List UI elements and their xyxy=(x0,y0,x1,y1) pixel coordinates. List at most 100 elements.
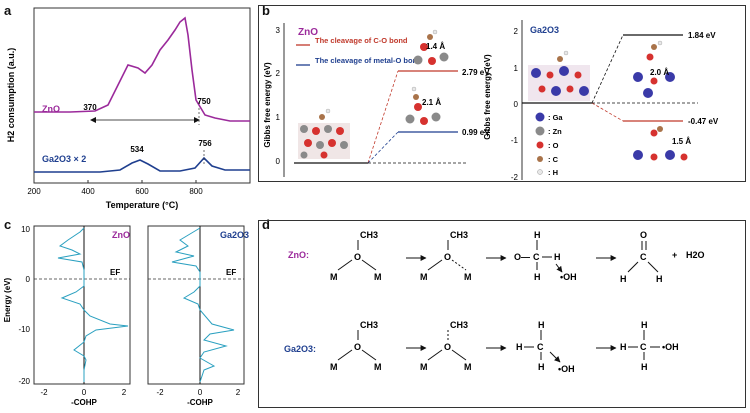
atom-legend-o: : O xyxy=(548,141,559,150)
svg-text:M: M xyxy=(330,362,338,372)
atom-legend-ga: : Ga xyxy=(548,113,563,122)
svg-text:O: O xyxy=(354,342,361,352)
svg-text:O: O xyxy=(640,230,647,240)
c-zno-ef: EF xyxy=(110,268,120,277)
b-ytick: 0 xyxy=(514,100,519,109)
c-zno-title: ZnO xyxy=(112,230,130,240)
zno-curve xyxy=(34,16,250,122)
zno-label: ZnO xyxy=(42,104,60,114)
svg-text:M: M xyxy=(420,272,428,282)
x-ticks: 200 400 600 800 xyxy=(27,180,203,196)
zno-co-path xyxy=(367,70,399,164)
c-ytick: -10 xyxy=(18,325,30,334)
d-ga-step1: CH3 O M M xyxy=(330,320,382,372)
d-ga-step2: CH3 O M M xyxy=(420,320,472,372)
c-ga-title: Ga2O3 xyxy=(220,230,249,240)
x-axis-label: Temperature (°C) xyxy=(106,200,178,210)
zno-e-mo: 0.99 eV xyxy=(462,128,490,137)
svg-text:M: M xyxy=(374,362,382,372)
svg-text:C: C xyxy=(640,342,647,352)
b-ga-title: Ga2O3 xyxy=(530,25,559,35)
svg-text:H: H xyxy=(516,342,523,352)
d-zno-step3: H O— C H H •OH xyxy=(514,230,577,282)
panel-d-frame xyxy=(258,220,746,408)
c-x-label-left: -COHP xyxy=(71,398,97,407)
x-tick: 800 xyxy=(189,187,203,196)
svg-text:O: O xyxy=(444,342,451,352)
svg-text:CH3: CH3 xyxy=(450,230,468,240)
ga2o3-curve xyxy=(34,156,250,173)
svg-text:•OH: •OH xyxy=(560,272,577,282)
zno-co-ts-structure xyxy=(413,29,449,65)
ga-e-down: -0.47 eV xyxy=(688,117,719,126)
c-xtick: 2 xyxy=(122,388,127,397)
ga-up-path xyxy=(591,34,624,104)
atom-legend-zn: : Zn xyxy=(548,127,562,136)
legend-mo-text: The cleavage of metal-O bond xyxy=(315,56,422,65)
b-ytick: 3 xyxy=(276,26,281,35)
svg-text:H2O: H2O xyxy=(686,250,705,260)
zno-mo-path xyxy=(367,131,399,164)
c-ga-frame xyxy=(147,225,245,385)
c-xtick: 0 xyxy=(82,388,87,397)
svg-text:H: H xyxy=(538,320,545,330)
ga-ts-down-structure xyxy=(633,126,688,161)
svg-text:•OH: •OH xyxy=(558,364,575,374)
svg-text:H: H xyxy=(554,252,561,262)
ga-slab-structure xyxy=(528,50,590,101)
ga2o3-peak2: 756 xyxy=(198,139,212,148)
svg-text:CH3: CH3 xyxy=(360,320,378,330)
c-xtick: -2 xyxy=(156,388,164,397)
b-y-label-left: Gibbs free energy (eV) xyxy=(263,62,272,148)
svg-text:H: H xyxy=(656,274,663,284)
b-ytick: 2 xyxy=(514,27,519,36)
panel-label-d: d xyxy=(262,217,270,232)
d-zno-label: ZnO: xyxy=(288,250,309,260)
panel-label-a: a xyxy=(4,3,12,18)
svg-text:M: M xyxy=(464,272,472,282)
panel-a-chart: H2 consumption (a.u.) Temperature (°C) 2… xyxy=(6,7,251,210)
svg-text:O—: O— xyxy=(514,252,530,262)
b-ytick: 0 xyxy=(276,157,281,166)
c-ytick: 0 xyxy=(26,275,31,284)
c-y-label: Energy (eV) xyxy=(3,277,12,322)
ga2o3-peak1: 534 xyxy=(130,145,144,154)
panel-c-chart: Energy (eV) 10 0 -10 -20 ZnO EF -2 0 2 -… xyxy=(3,225,249,407)
c-ytick: -20 xyxy=(18,377,30,386)
svg-text:H: H xyxy=(641,362,648,372)
x-tick: 400 xyxy=(81,187,95,196)
c-ga-ef: EF xyxy=(226,268,236,277)
c-zno-frame xyxy=(33,225,131,385)
panel-label-b: b xyxy=(262,3,270,18)
panel-b-chart: Gibbs free energy (eV) 3 2 1 0 ZnO The c… xyxy=(263,20,719,182)
svg-text:C: C xyxy=(533,252,540,262)
svg-text:M: M xyxy=(374,272,382,282)
zno-mo-ts-structure xyxy=(405,86,441,125)
svg-text:CH3: CH3 xyxy=(360,230,378,240)
zno-e-co: 2.79 eV xyxy=(462,68,490,77)
c-zno-cohp-curve xyxy=(57,227,129,382)
c-ytick: 10 xyxy=(21,225,30,234)
c-x-label-right: -COHP xyxy=(187,398,213,407)
b-ytick: 1 xyxy=(276,113,281,122)
d-zno-product: O C H H + H2O xyxy=(620,230,705,284)
panel-d-scheme: ZnO: CH3 O M M CH3 O M M H O— C H xyxy=(284,230,705,374)
ga-ts-up-structure xyxy=(633,40,675,98)
c-ga-cohp-curve xyxy=(171,227,235,383)
svg-text:M: M xyxy=(330,272,338,282)
svg-text:H: H xyxy=(534,230,541,240)
legend-co-text: The cleavage of C-O bond xyxy=(315,36,408,45)
atom-legend: : Ga : Zn : O : C : H xyxy=(535,112,563,177)
svg-text:H: H xyxy=(620,274,627,284)
svg-text:H: H xyxy=(620,342,627,352)
svg-text:CH3: CH3 xyxy=(450,320,468,330)
atom-legend-h: : H xyxy=(548,168,558,177)
svg-text:M: M xyxy=(420,362,428,372)
svg-text:•OH: •OH xyxy=(662,342,679,352)
x-tick: 200 xyxy=(27,187,41,196)
y-axis-label: H2 consumption (a.u.) xyxy=(6,48,16,143)
svg-text:C: C xyxy=(640,252,647,262)
panel-b-frame xyxy=(258,5,746,182)
zno-end-temp: 750 xyxy=(197,97,211,106)
d-ga-label: Ga2O3: xyxy=(284,344,316,354)
